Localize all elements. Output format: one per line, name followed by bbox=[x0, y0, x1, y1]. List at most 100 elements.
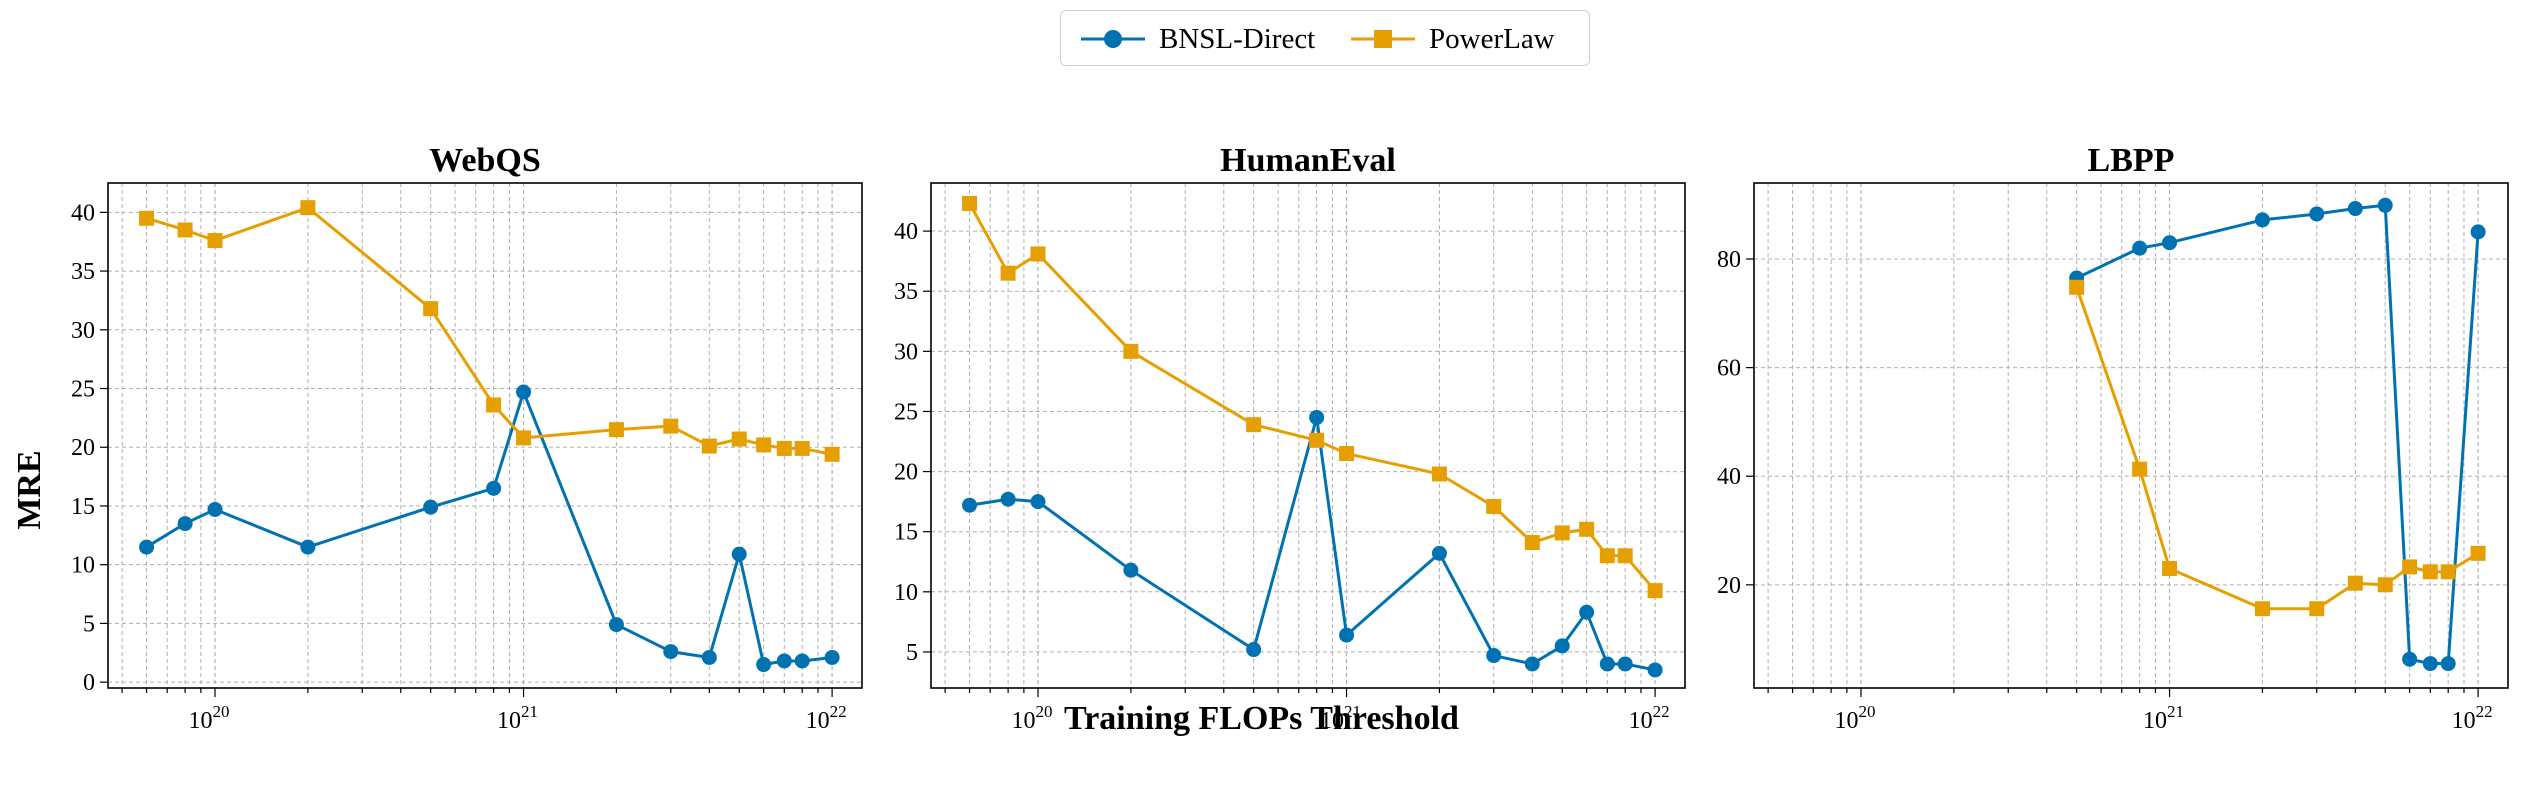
data-point-bnsl-direct bbox=[1524, 656, 1540, 672]
y-tick-label: 40 bbox=[71, 200, 95, 226]
data-point-powerlaw bbox=[177, 222, 193, 238]
legend: BNSL-Direct PowerLaw bbox=[1060, 10, 1590, 66]
y-tick-label: 35 bbox=[894, 279, 918, 305]
x-tick-base: 10 bbox=[1012, 708, 1036, 734]
data-point-bnsl-direct bbox=[1579, 604, 1595, 620]
data-point-powerlaw bbox=[300, 200, 316, 216]
x-tick-base: 10 bbox=[189, 708, 213, 734]
data-point-bnsl-direct bbox=[1486, 648, 1502, 664]
y-axis-label: MRE bbox=[11, 450, 48, 530]
data-point-bnsl-direct bbox=[608, 617, 624, 633]
data-point-powerlaw bbox=[663, 418, 679, 434]
data-point-powerlaw bbox=[2377, 577, 2393, 593]
legend-swatch-powerlaw bbox=[1351, 30, 1415, 48]
x-tick-exponent: 20 bbox=[1859, 702, 1876, 721]
legend-swatch-bnsl-direct bbox=[1081, 30, 1145, 48]
y-tick-label: 25 bbox=[894, 399, 918, 425]
x-tick-base: 10 bbox=[806, 708, 830, 734]
legend-swatch-bnsl-direct-svg bbox=[1081, 30, 1145, 48]
plot-frame bbox=[107, 182, 863, 689]
data-point-powerlaw bbox=[2440, 564, 2456, 580]
y-tick-label: 80 bbox=[1717, 247, 1741, 273]
x-tick-label: 1021 bbox=[1320, 702, 1361, 734]
data-point-bnsl-direct bbox=[756, 657, 772, 673]
x-tick-exponent: 20 bbox=[1036, 702, 1053, 721]
data-point-bnsl-direct bbox=[2422, 656, 2438, 672]
panel-title-humaneval: HumanEval bbox=[1220, 142, 1396, 179]
data-point-powerlaw bbox=[794, 440, 810, 456]
y-tick-label: 40 bbox=[1717, 464, 1741, 490]
data-point-bnsl-direct bbox=[2254, 212, 2270, 228]
x-tick-exponent: 21 bbox=[2167, 702, 2184, 721]
x-axis-label: Training FLOPs Threshold bbox=[1064, 700, 1459, 737]
y-tick-label: 5 bbox=[906, 640, 918, 666]
data-point-bnsl-direct bbox=[300, 539, 316, 555]
data-point-bnsl-direct bbox=[663, 644, 679, 660]
data-point-powerlaw bbox=[2347, 575, 2363, 591]
data-point-bnsl-direct bbox=[2402, 651, 2418, 667]
y-tick-label: 35 bbox=[71, 259, 95, 285]
y-tick-label: 15 bbox=[894, 520, 918, 546]
y-tick-label: 60 bbox=[1717, 356, 1741, 382]
x-tick-label: 1020 bbox=[189, 702, 230, 734]
legend-label-powerlaw: PowerLaw bbox=[1429, 22, 1555, 55]
x-tick-base: 10 bbox=[1835, 708, 1859, 734]
data-point-bnsl-direct bbox=[776, 653, 792, 669]
data-point-powerlaw bbox=[1123, 343, 1139, 359]
plot-frame bbox=[1753, 182, 2509, 689]
x-tick-label: 1020 bbox=[1835, 702, 1876, 734]
data-point-bnsl-direct bbox=[177, 516, 193, 532]
legend-item-bnsl-direct: BNSL-Direct bbox=[1081, 11, 1315, 67]
data-point-powerlaw bbox=[962, 195, 978, 211]
data-point-powerlaw bbox=[207, 233, 223, 249]
data-point-bnsl-direct bbox=[1431, 545, 1447, 561]
x-tick-exponent: 20 bbox=[213, 702, 230, 721]
data-point-powerlaw bbox=[608, 422, 624, 438]
panel-title-webqs: WebQS bbox=[429, 142, 540, 179]
plot-frame bbox=[930, 182, 1686, 689]
x-tick-exponent: 22 bbox=[1653, 702, 1670, 721]
data-point-powerlaw bbox=[1000, 265, 1016, 281]
data-point-bnsl-direct bbox=[1000, 491, 1016, 507]
data-point-bnsl-direct bbox=[794, 653, 810, 669]
x-tick-exponent: 22 bbox=[830, 702, 847, 721]
series-line-powerlaw bbox=[146, 206, 833, 456]
data-point-bnsl-direct bbox=[486, 480, 502, 496]
data-point-bnsl-direct bbox=[731, 546, 747, 562]
data-point-powerlaw bbox=[824, 446, 840, 462]
data-point-powerlaw bbox=[1617, 548, 1633, 564]
data-point-powerlaw bbox=[701, 438, 717, 454]
y-tick-label: 10 bbox=[894, 580, 918, 606]
data-point-bnsl-direct bbox=[962, 497, 978, 513]
data-point-powerlaw bbox=[1246, 417, 1262, 433]
data-point-bnsl-direct bbox=[139, 539, 155, 555]
x-tick-base: 10 bbox=[497, 708, 521, 734]
y-tick-label: 20 bbox=[894, 460, 918, 486]
data-point-powerlaw bbox=[1030, 246, 1046, 262]
series-line-powerlaw bbox=[968, 202, 1657, 592]
data-point-powerlaw bbox=[2402, 559, 2418, 575]
y-tick-label: 0 bbox=[83, 670, 95, 696]
data-point-powerlaw bbox=[2162, 561, 2178, 577]
data-point-bnsl-direct bbox=[1617, 656, 1633, 672]
data-point-powerlaw bbox=[2422, 564, 2438, 580]
x-tick-label: 1021 bbox=[2143, 702, 2184, 734]
data-point-bnsl-direct bbox=[1309, 409, 1325, 425]
data-point-bnsl-direct bbox=[207, 501, 223, 517]
data-point-bnsl-direct bbox=[701, 649, 717, 665]
y-tick-label: 10 bbox=[71, 553, 95, 579]
data-point-powerlaw bbox=[486, 397, 502, 413]
data-point-powerlaw bbox=[731, 431, 747, 447]
data-point-powerlaw bbox=[776, 440, 792, 456]
data-point-bnsl-direct bbox=[2309, 206, 2325, 222]
x-tick-base: 10 bbox=[2452, 708, 2476, 734]
data-point-powerlaw bbox=[1309, 432, 1325, 448]
x-tick-base: 10 bbox=[2143, 708, 2167, 734]
x-tick-exponent: 21 bbox=[521, 702, 538, 721]
data-point-bnsl-direct bbox=[2347, 201, 2363, 217]
legend-item-powerlaw: PowerLaw bbox=[1351, 11, 1555, 67]
data-point-bnsl-direct bbox=[2162, 235, 2178, 251]
